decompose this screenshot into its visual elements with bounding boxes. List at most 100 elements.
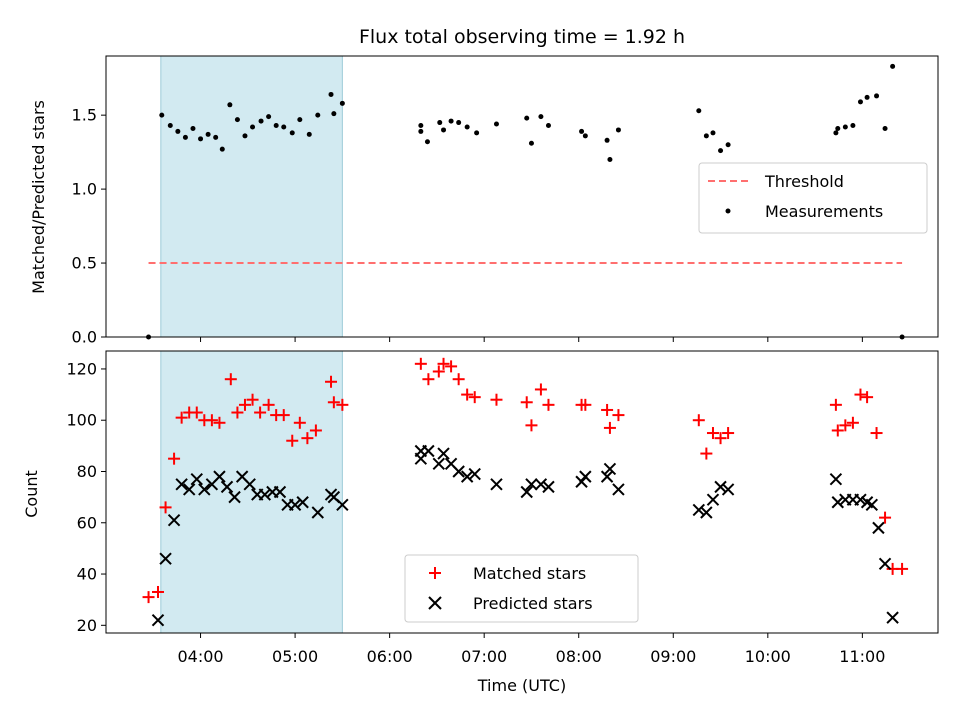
matched-legend-label: Matched stars	[473, 564, 586, 583]
predicted-legend-label: Predicted stars	[473, 594, 593, 613]
x-tick-label: 10:00	[745, 647, 791, 666]
matched-star-point	[190, 406, 203, 419]
measurement-point	[424, 139, 430, 145]
matched-star-point	[293, 416, 306, 429]
predicted-star-point	[721, 483, 735, 496]
matched-star-point	[286, 434, 299, 447]
measurement-point	[219, 146, 225, 152]
top-plot-area: 0.0 0.5 1.0 1.5	[72, 55, 939, 347]
matched-star-point	[205, 414, 218, 427]
measurement-point	[607, 157, 613, 163]
x-tick-label: 05:00	[272, 647, 318, 666]
matched-star-point	[437, 357, 450, 370]
matched-star-point	[301, 432, 314, 445]
predicted-star-point	[437, 447, 450, 460]
bottom-legend: Matched stars Predicted stars	[404, 554, 639, 623]
top-panel: Flux total observing time = 1.92 h Match…	[29, 26, 939, 347]
measurement-point	[315, 112, 321, 118]
measurement-point	[328, 91, 334, 97]
measurement-point	[213, 134, 219, 140]
measurement-point	[528, 140, 534, 146]
matched-star-point	[452, 373, 465, 386]
matched-star-point	[520, 396, 533, 409]
threshold-legend-label: Threshold	[764, 172, 844, 191]
x-tick-label: 11:00	[839, 647, 885, 666]
predicted-star-point	[525, 478, 538, 491]
predicted-star-point	[190, 472, 203, 486]
predicted-star-point	[603, 462, 617, 476]
measurement-point	[227, 102, 233, 108]
matched-star-point	[896, 562, 909, 575]
bottom-panel: Count Time (UTC) 20 40 60 80 100 120 04:00 05:0…	[22, 350, 939, 695]
matched-star-point	[277, 409, 290, 422]
top-shaded-span	[160, 56, 343, 337]
top-y-tick-label: 0.0	[72, 328, 97, 347]
predicted-star-point	[182, 483, 196, 496]
predicted-star-point	[460, 470, 474, 483]
bottom-plot-frame	[105, 350, 939, 634]
matched-star-point	[238, 398, 251, 411]
top-y-tick-label: 0.5	[72, 254, 97, 273]
predicted-star-point	[422, 444, 435, 458]
measurement-point	[882, 125, 888, 131]
bottom-plot-area: 20 40 60 80 100 120 04:00 05:00 06:00 07:00 08:00 0…	[66, 350, 939, 666]
measurement-point	[857, 99, 863, 105]
measurement-point	[281, 124, 287, 130]
measurement-point	[448, 118, 454, 124]
bottom-y-tick-label: 60	[77, 513, 97, 532]
matched-star-point	[870, 427, 883, 440]
measurement-point	[890, 63, 896, 69]
matched-star-point	[175, 411, 188, 424]
matched-star-point	[213, 416, 226, 429]
matched-star-point	[445, 360, 458, 373]
measurement-point	[615, 127, 621, 133]
matched-star-point	[854, 388, 867, 401]
matched-star-point	[722, 427, 735, 440]
predicted-star-point	[432, 457, 446, 471]
measurement-point	[205, 131, 211, 137]
predicted-star-point	[490, 478, 503, 491]
top-legend-box	[698, 162, 928, 234]
measurement-point	[266, 114, 272, 120]
top-plot-frame	[105, 55, 939, 338]
measurement-point	[718, 148, 724, 154]
measurement-point	[696, 108, 702, 114]
measurement-point	[524, 115, 530, 121]
measurement-point	[833, 130, 839, 136]
predicted-star-point	[706, 493, 720, 506]
measurement-point	[306, 131, 312, 137]
matched-star-point	[706, 427, 719, 440]
matched-star-point	[603, 421, 616, 434]
bottom-y-tick-label: 100	[66, 411, 97, 430]
measurement-point	[242, 133, 248, 139]
measurement-point	[258, 118, 264, 124]
measurement-point	[725, 142, 731, 148]
bottom-y-axis-label: Count	[22, 470, 41, 518]
matched-star-point	[336, 398, 349, 411]
predicted-star-point	[296, 496, 309, 509]
top-y-tick-label: 1.0	[72, 180, 97, 199]
x-tick-label: 07:00	[461, 647, 507, 666]
measurement-point	[456, 120, 462, 126]
predicted-star-point	[829, 472, 843, 486]
predicted-star-point	[600, 470, 614, 483]
predicted-star-point	[198, 483, 211, 496]
predicted-star-point	[273, 485, 287, 499]
matched-star-point	[159, 501, 172, 514]
predicted-star-point	[865, 498, 879, 512]
measurement-point	[175, 128, 181, 134]
matched-star-point	[490, 393, 503, 406]
measurement-point	[190, 125, 196, 131]
bottom-y-tick-label: 80	[77, 462, 97, 481]
matched-star-point	[831, 424, 844, 437]
matched-star-point	[246, 393, 259, 406]
predicted-star-point	[243, 478, 256, 491]
measurement-point	[835, 125, 841, 131]
predicted-star-point	[579, 470, 592, 483]
predicted-star-point	[692, 503, 706, 517]
predicted-star-point	[831, 496, 844, 509]
matched-star-point	[231, 406, 244, 419]
measurement-point	[331, 111, 337, 117]
matched-star-point	[846, 416, 859, 429]
chart-title: Flux total observing time = 1.92 h	[359, 26, 685, 48]
